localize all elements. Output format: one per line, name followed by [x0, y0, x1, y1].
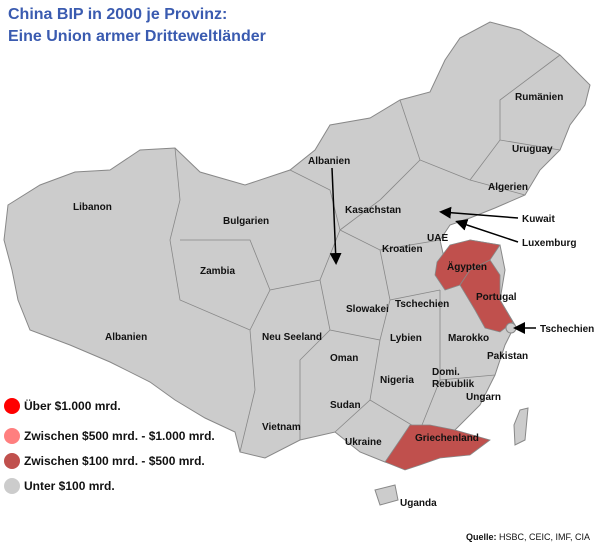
legend-item-500-1000: Zwischen $500 mrd. - $1.000 mrd. [4, 428, 215, 444]
label-oman: Oman [330, 353, 358, 364]
legend-label: Über $1.000 mrd. [24, 399, 121, 413]
label-lybien: Lybien [390, 333, 422, 344]
label-slowakei: Slowakei [346, 304, 389, 315]
legend-swatch [4, 478, 20, 494]
legend-item-under-100: Unter $100 mrd. [4, 478, 115, 494]
arrows [329, 167, 536, 334]
label-tschechien-1: Tschechien [395, 299, 449, 310]
label-vietnam: Vietnam [262, 422, 301, 433]
province-borders [169, 54, 561, 453]
legend-label: Zwischen $100 mrd. - $500 mrd. [24, 454, 205, 468]
source-prefix: Quelle: [465, 532, 497, 542]
label-luxemburg: Luxemburg [522, 238, 576, 249]
label-rumaenien: Rumänien [515, 92, 563, 103]
province-shanghai-tschechien [505, 322, 517, 334]
label-domi-rebublik-line2: Rebublik [432, 379, 475, 390]
label-pakistan: Pakistan [487, 351, 528, 362]
label-domi-rebublik: Domi. Rebublik [432, 367, 475, 390]
legend-label: Unter $100 mrd. [24, 479, 115, 493]
label-albanien: Albanien [105, 332, 147, 343]
legend-label: Zwischen $500 mrd. - $1.000 mrd. [24, 429, 215, 443]
legend-swatch [4, 453, 20, 469]
label-libanon: Libanon [73, 202, 112, 213]
label-domi-rebublik-text: Domi. [432, 367, 460, 378]
label-uae: UAE [427, 233, 448, 244]
china-outline [3, 21, 591, 469]
province-guangdong-griechenland [384, 424, 491, 471]
label-sudan: Sudan [330, 400, 361, 411]
legend-item-over-1000: Über $1.000 mrd. [4, 398, 121, 414]
label-kasachstan: Kasachstan [345, 205, 401, 216]
label-marokko: Marokko [448, 333, 489, 344]
source-text: HSBC, CEIC, IMF, CIA [496, 532, 590, 542]
label-zambia: Zambia [200, 266, 235, 277]
island-taiwan [513, 407, 529, 446]
legend-item-100-500: Zwischen $100 mrd. - $500 mrd. [4, 453, 205, 469]
legend-swatch [4, 398, 20, 414]
label-uruguay: Uruguay [512, 144, 553, 155]
label-neu-seeland: Neu Seeland [262, 332, 322, 343]
title-line-1: China BIP in 2000 je Provinz: [8, 6, 228, 23]
label-algerien: Algerien [488, 182, 528, 193]
source-note: Quelle: HSBC, CEIC, IMF, CIA [466, 532, 590, 542]
island-hainan [374, 484, 399, 506]
label-griechenland: Griechenland [415, 433, 479, 444]
label-ungarn: Ungarn [466, 392, 501, 403]
label-kroatien: Kroatien [382, 244, 423, 255]
label-nigeria: Nigeria [380, 375, 414, 386]
map-labels: Rumänien Uruguay Algerien Albanien Liban… [73, 92, 594, 509]
label-ukraine: Ukraine [345, 437, 382, 448]
label-portugal: Portugal [476, 292, 517, 303]
legend-swatch [4, 428, 20, 444]
title-line-2: Eine Union armer Dritteweltländer [8, 28, 266, 45]
label-tschechien-2: Tschechien [540, 324, 594, 335]
label-bulgarien: Bulgarien [223, 216, 269, 227]
label-kuwait: Kuwait [522, 214, 555, 225]
province-jiangsu-portugal [459, 259, 514, 333]
label-uganda: Uganda [400, 498, 437, 509]
label-aegypten: Ägypten [447, 260, 487, 273]
label-albanien-arrow: Albanien [308, 156, 350, 167]
